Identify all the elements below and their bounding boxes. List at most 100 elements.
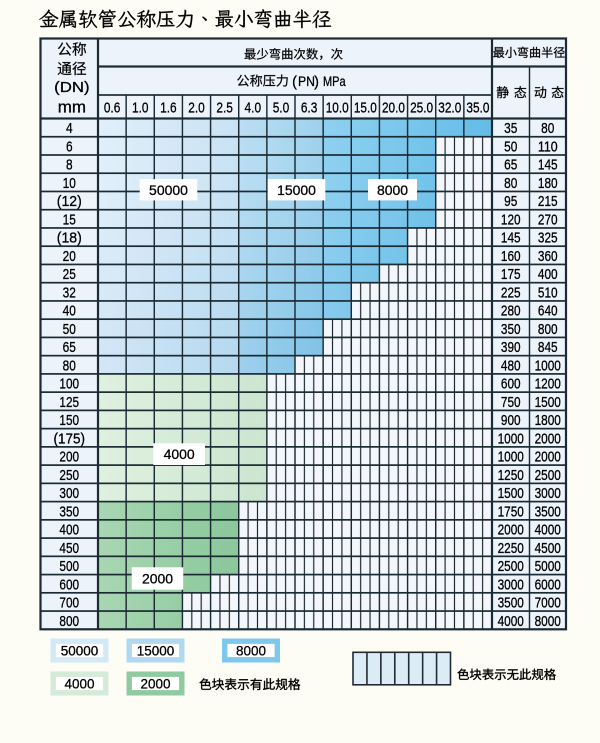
svg-text:25.0: 25.0 (410, 101, 433, 117)
svg-text:180: 180 (538, 176, 558, 192)
svg-text:1500: 1500 (498, 486, 524, 502)
svg-text:65: 65 (504, 158, 517, 174)
svg-text:2500: 2500 (498, 559, 524, 575)
svg-text:200: 200 (59, 450, 79, 466)
svg-text:80: 80 (63, 358, 76, 374)
svg-text:15000: 15000 (277, 182, 316, 198)
svg-text:1000: 1000 (498, 450, 524, 466)
svg-text:50000: 50000 (149, 182, 188, 198)
svg-text:145: 145 (538, 158, 558, 174)
svg-text:225: 225 (501, 285, 521, 301)
svg-text:150: 150 (59, 413, 79, 429)
svg-text:32: 32 (63, 285, 76, 301)
svg-text:(12): (12) (57, 194, 82, 210)
svg-text:600: 600 (59, 577, 79, 593)
svg-text:4500: 4500 (535, 541, 561, 557)
svg-text:10: 10 (63, 176, 76, 192)
svg-text:750: 750 (501, 395, 521, 411)
svg-text:35.0: 35.0 (466, 101, 489, 117)
svg-text:510: 510 (538, 285, 558, 301)
svg-text:800: 800 (59, 614, 79, 630)
svg-text:32.0: 32.0 (438, 101, 461, 117)
svg-text:mm: mm (58, 98, 86, 117)
svg-text:15.0: 15.0 (354, 101, 377, 117)
svg-text:2000: 2000 (142, 571, 173, 587)
svg-text:160: 160 (501, 249, 521, 265)
svg-text:0.6: 0.6 (104, 101, 121, 117)
svg-text:270: 270 (538, 212, 558, 228)
svg-text:215: 215 (538, 194, 558, 210)
svg-text:2000: 2000 (141, 676, 171, 691)
svg-text:110: 110 (538, 139, 558, 155)
svg-text:95: 95 (504, 194, 517, 210)
svg-text:3500: 3500 (535, 504, 561, 520)
svg-text:4000: 4000 (164, 446, 195, 462)
svg-text:125: 125 (59, 395, 79, 411)
svg-text:40: 40 (63, 304, 76, 320)
svg-text:1200: 1200 (535, 377, 561, 393)
svg-text:80: 80 (504, 176, 517, 192)
svg-text:350: 350 (501, 322, 521, 338)
svg-text:5.0: 5.0 (273, 101, 290, 117)
svg-text:6: 6 (66, 139, 73, 155)
svg-text:4.0: 4.0 (245, 101, 262, 117)
svg-text:8000: 8000 (236, 643, 266, 658)
svg-text:400: 400 (59, 523, 79, 539)
svg-text:1000: 1000 (498, 431, 524, 447)
svg-text:(: ( (292, 75, 297, 91)
svg-text:4000: 4000 (498, 614, 524, 630)
svg-text:3000: 3000 (498, 577, 524, 593)
svg-text:3500: 3500 (498, 596, 524, 612)
svg-text:4000: 4000 (535, 523, 561, 539)
svg-text:50: 50 (504, 139, 517, 155)
svg-text:480: 480 (501, 358, 521, 374)
svg-text:10.0: 10.0 (326, 101, 349, 117)
svg-text:35: 35 (504, 121, 517, 137)
svg-text:50: 50 (63, 322, 76, 338)
svg-text:2000: 2000 (498, 523, 524, 539)
svg-text:20: 20 (63, 249, 76, 265)
svg-text:1750: 1750 (498, 504, 524, 520)
svg-text:(18): (18) (57, 231, 82, 247)
svg-text:15000: 15000 (137, 643, 175, 658)
svg-text:50000: 50000 (61, 643, 99, 658)
svg-text:350: 350 (59, 504, 79, 520)
svg-text:2000: 2000 (535, 450, 561, 466)
svg-text:845: 845 (538, 340, 558, 356)
svg-text:7000: 7000 (535, 596, 561, 612)
svg-text:500: 500 (59, 559, 79, 575)
svg-text:2500: 2500 (535, 468, 561, 484)
svg-text:8000: 8000 (377, 182, 408, 198)
svg-text:400: 400 (538, 267, 558, 283)
svg-text:1250: 1250 (498, 468, 524, 484)
svg-text:3000: 3000 (535, 486, 561, 502)
svg-text:2000: 2000 (535, 431, 561, 447)
svg-text:300: 300 (59, 486, 79, 502)
svg-text:120: 120 (501, 212, 521, 228)
svg-text:390: 390 (501, 340, 521, 356)
svg-text:900: 900 (501, 413, 521, 429)
svg-text:15: 15 (63, 212, 76, 228)
svg-text:100: 100 (59, 377, 79, 393)
svg-text:2.5: 2.5 (216, 101, 233, 117)
svg-text:4000: 4000 (65, 676, 95, 691)
svg-text:175: 175 (501, 267, 521, 283)
svg-text:PN: PN (298, 73, 315, 89)
svg-text:6000: 6000 (535, 577, 561, 593)
svg-text:1800: 1800 (535, 413, 561, 429)
svg-text:): ) (314, 75, 319, 91)
svg-text:1.0: 1.0 (132, 101, 149, 117)
svg-text:800: 800 (538, 322, 558, 338)
svg-text:325: 325 (538, 231, 558, 247)
svg-text:1.6: 1.6 (160, 101, 177, 117)
svg-text:5000: 5000 (535, 559, 561, 575)
svg-text:25: 25 (63, 267, 76, 283)
svg-text:450: 450 (59, 541, 79, 557)
svg-text:6.3: 6.3 (301, 101, 318, 117)
svg-text:80: 80 (541, 121, 554, 137)
svg-text:700: 700 (59, 596, 79, 612)
svg-text:2250: 2250 (498, 541, 524, 557)
svg-text:280: 280 (501, 304, 521, 320)
svg-text:(175): (175) (53, 431, 84, 447)
svg-text:(DN): (DN) (54, 79, 89, 96)
